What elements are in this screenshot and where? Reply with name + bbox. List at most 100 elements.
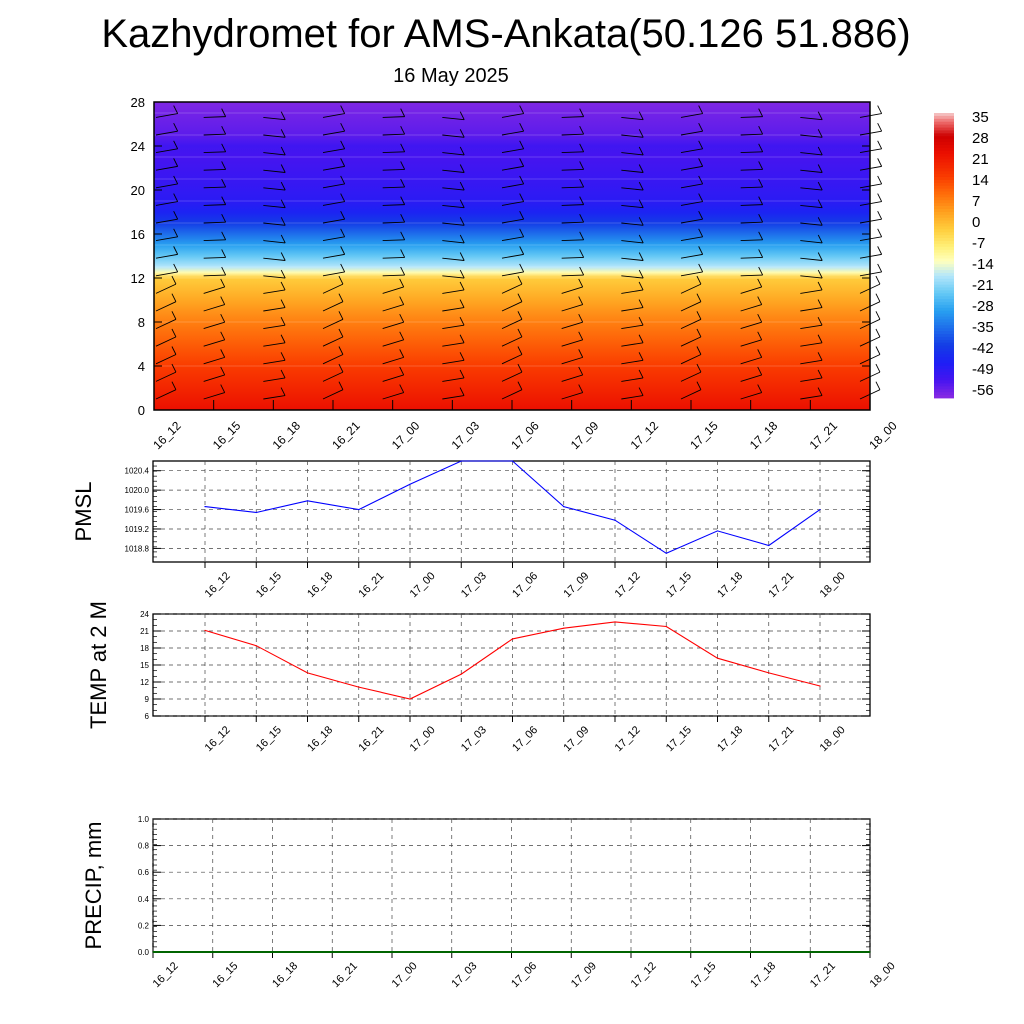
wind-barb-feather — [638, 281, 644, 291]
wind-barb — [382, 133, 405, 136]
wind-barb — [322, 148, 345, 154]
wind-barb — [203, 168, 226, 171]
colorbar-label: 0 — [972, 214, 980, 231]
wind-barb — [442, 204, 465, 209]
wind-barb-feather — [638, 146, 644, 156]
wind-barb — [322, 218, 345, 224]
wind-barb-feather — [698, 122, 704, 132]
wind-barb — [680, 318, 702, 330]
x-tick-label: 17_03 — [449, 960, 479, 990]
data-point — [614, 519, 616, 521]
data-point — [768, 544, 770, 547]
wind-barb — [322, 389, 344, 400]
wind-barb-feather — [517, 293, 523, 302]
data-point — [614, 621, 616, 623]
wind-barb — [621, 116, 644, 121]
wind-barb — [859, 271, 882, 277]
x-tick-label: 18_00 — [818, 724, 848, 754]
colorbar-swatch — [934, 197, 954, 201]
wind-barb — [561, 274, 584, 277]
wind-barb-feather — [340, 193, 346, 202]
x-tick-label: 16_15 — [254, 570, 284, 600]
wind-barb-feather — [173, 175, 179, 185]
wind-barb — [382, 221, 405, 224]
colorbar-swatch — [934, 357, 954, 361]
wind-barb-feather — [171, 275, 177, 285]
wind-barb-feather — [758, 108, 764, 117]
wind-barb — [680, 183, 703, 189]
wind-barb-feather — [519, 193, 525, 202]
wind-barb — [442, 289, 465, 294]
wind-barb — [740, 204, 763, 206]
wind-barb-feather — [696, 311, 702, 320]
colorbar-swatch — [934, 307, 954, 312]
colorbar-swatch — [934, 156, 954, 160]
data-point — [869, 951, 871, 953]
colorbar-swatch — [934, 252, 954, 256]
y-tick-label: 1.0 — [138, 815, 150, 824]
wind-barb-feather — [220, 366, 226, 376]
y-tick-label: 9 — [145, 695, 150, 704]
colorbar-swatch — [934, 336, 954, 341]
plot-frame — [152, 613, 871, 717]
colorbar-swatch — [934, 313, 954, 317]
wind-barb-feather — [220, 384, 226, 393]
wind-barb — [382, 151, 405, 154]
x-tick-label: 17_09 — [569, 960, 599, 990]
colorbar-label: -21 — [972, 277, 994, 294]
wind-barb — [740, 116, 763, 118]
wind-barb — [501, 236, 524, 242]
wind-barb — [322, 336, 344, 347]
wind-barb — [740, 168, 763, 171]
wind-barb — [263, 152, 286, 156]
wind-barb-feather — [280, 387, 286, 396]
wind-barb-feather — [875, 381, 881, 390]
colorbar-label: 21 — [972, 151, 989, 168]
wind-barb — [322, 113, 345, 118]
wind-barb — [800, 116, 823, 121]
wind-barb-feather — [173, 158, 179, 167]
wind-barb-feather — [517, 328, 523, 338]
wind-barb — [740, 133, 763, 136]
data-point — [511, 460, 514, 462]
wind-barb — [382, 321, 404, 330]
wind-barb-feather — [579, 108, 585, 117]
wind-barb — [203, 256, 226, 259]
wind-barb-feather — [171, 328, 177, 338]
colorbar-swatch — [934, 284, 954, 288]
colorbar-swatch — [934, 188, 954, 192]
wind-barb-feather — [578, 366, 584, 376]
wind-barb — [155, 354, 177, 365]
wind-barb — [263, 204, 286, 209]
wind-barb-feather — [638, 129, 644, 138]
colorbar-label: 28 — [972, 130, 989, 147]
wind-barb-feather — [817, 352, 823, 361]
colorbar-label: -7 — [972, 235, 985, 252]
wind-barb-feather — [579, 178, 585, 188]
wind-barb — [680, 253, 703, 259]
data-point — [819, 508, 821, 511]
wind-barb-feather — [221, 249, 227, 258]
wind-barb — [680, 130, 703, 136]
plot-frame — [152, 460, 871, 563]
wind-barb-feather — [400, 249, 406, 258]
data-point — [819, 685, 821, 687]
data-point — [391, 951, 393, 953]
x-tick-label: 17_18 — [747, 418, 781, 452]
wind-barb — [800, 324, 823, 330]
x-tick-label: 17_21 — [807, 418, 841, 452]
wind-barb — [155, 148, 178, 154]
wind-barb-feather — [817, 252, 823, 261]
wind-barb-feather — [698, 210, 704, 220]
wind-barb — [561, 168, 584, 171]
colorbar-swatch — [934, 275, 954, 280]
wind-barb-feather — [579, 231, 585, 241]
wind-barb-feather — [173, 228, 179, 237]
wind-barb — [800, 342, 823, 347]
x-tick-label: 17_12 — [613, 724, 643, 754]
wind-barb — [621, 275, 644, 279]
wind-barb — [263, 275, 286, 279]
wind-barb-feather — [519, 122, 525, 132]
wind-barb-feather — [579, 126, 585, 135]
wind-barb — [680, 218, 703, 224]
